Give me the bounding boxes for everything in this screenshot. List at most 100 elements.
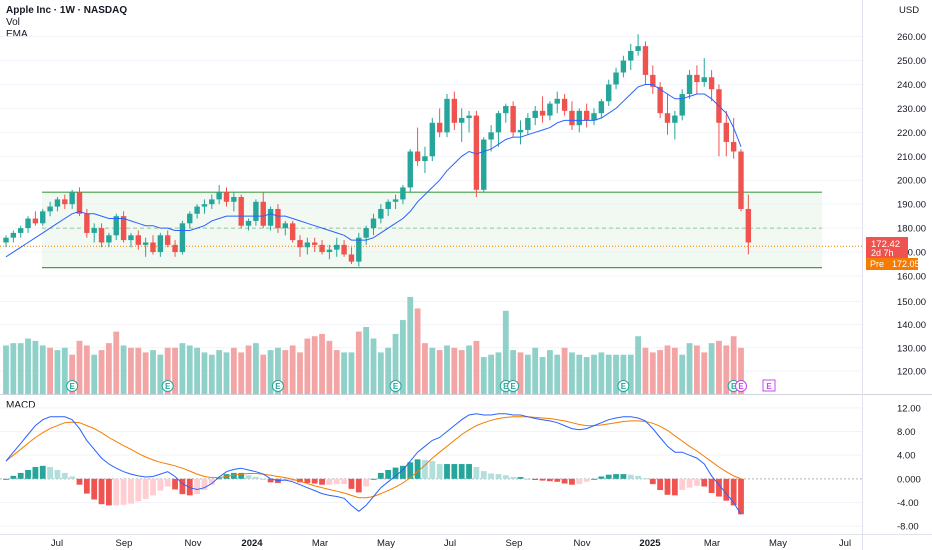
macd-histogram-bar bbox=[422, 459, 428, 479]
candle-body bbox=[10, 232, 17, 238]
volume-bar bbox=[591, 354, 597, 394]
volume-bar bbox=[10, 343, 17, 394]
macd-histogram-bar bbox=[377, 472, 384, 479]
macd-histogram-bar bbox=[635, 475, 641, 479]
premarket-tag: Pre 172.05 bbox=[866, 258, 920, 270]
volume-bar bbox=[113, 331, 120, 394]
time-tick-label: Jul bbox=[444, 538, 456, 549]
macd-histogram-bar bbox=[730, 478, 737, 506]
candle-body bbox=[275, 208, 281, 229]
pre-value-bg bbox=[890, 258, 918, 270]
volume-bar bbox=[488, 354, 494, 394]
volume-bar bbox=[583, 357, 590, 394]
candle-body bbox=[488, 132, 494, 140]
macd-histogram-bar bbox=[172, 478, 178, 490]
candle-body bbox=[385, 201, 391, 209]
candle-body bbox=[194, 206, 200, 214]
volume-bar bbox=[282, 350, 289, 394]
volume-bar bbox=[128, 347, 134, 394]
time-tick-label: Sep bbox=[506, 538, 523, 549]
time-tick-label: 2024 bbox=[241, 538, 263, 549]
ema-indicator-label[interactable]: EMA bbox=[6, 29, 28, 40]
volume-bar bbox=[311, 336, 318, 394]
macd-histogram-bar bbox=[642, 478, 649, 480]
time-tick-label: Mar bbox=[704, 538, 720, 549]
macd-histogram-bar bbox=[547, 478, 553, 482]
macd-histogram-bar bbox=[738, 478, 744, 515]
candle-body bbox=[400, 187, 406, 200]
macd-histogram-bar bbox=[230, 472, 237, 479]
macd-histogram-bar bbox=[348, 478, 355, 489]
volume-bar bbox=[701, 352, 708, 394]
candle-body bbox=[348, 254, 355, 262]
volume-indicator-label[interactable]: Vol bbox=[6, 17, 20, 28]
candle-body bbox=[62, 199, 68, 205]
volume-bar bbox=[326, 340, 333, 394]
macd-histogram-bar bbox=[47, 467, 53, 479]
volume-bar bbox=[25, 338, 31, 394]
earnings-letter: E bbox=[621, 382, 627, 391]
candle-body bbox=[282, 223, 288, 229]
candle-body bbox=[672, 115, 678, 123]
candle-body bbox=[128, 235, 134, 241]
volume-tick-label: 150.00 bbox=[897, 297, 926, 308]
candle-body bbox=[444, 98, 450, 133]
candle-body bbox=[730, 141, 737, 152]
volume-bar bbox=[157, 354, 164, 394]
candle-body bbox=[569, 110, 575, 126]
candle-body bbox=[650, 74, 656, 87]
volume-bar bbox=[730, 336, 737, 394]
volume-bar bbox=[61, 347, 68, 394]
macd-histogram-bar bbox=[142, 478, 149, 499]
macd-histogram-bar bbox=[3, 478, 9, 480]
candle-body bbox=[106, 235, 112, 243]
macd-histogram-bar bbox=[106, 478, 112, 506]
candle-body bbox=[289, 223, 296, 241]
candle-body bbox=[459, 117, 465, 123]
volume-bar bbox=[275, 347, 281, 394]
price-tick-label: 210.00 bbox=[897, 152, 926, 163]
macd-histogram-bar bbox=[569, 478, 575, 485]
macd-histogram-bar bbox=[679, 478, 686, 491]
volume-bar bbox=[304, 338, 311, 394]
price-tick-label: 220.00 bbox=[897, 128, 926, 139]
macd-indicator-label[interactable]: MACD bbox=[6, 400, 36, 411]
candle-body bbox=[525, 117, 531, 130]
volume-bar bbox=[348, 352, 355, 394]
candle-body bbox=[334, 244, 340, 250]
macd-histogram-bar bbox=[686, 478, 693, 488]
macd-histogram-bar bbox=[583, 478, 590, 482]
volume-bar bbox=[539, 357, 546, 394]
price-tag-value: 172.42 bbox=[871, 239, 900, 250]
symbol-title[interactable]: Apple Inc · 1W · NASDAQ bbox=[6, 5, 128, 16]
volume-bar bbox=[32, 340, 39, 394]
price-tick-label: 240.00 bbox=[897, 80, 926, 91]
macd-histogram-bar bbox=[451, 464, 458, 479]
macd-histogram-bar bbox=[216, 478, 223, 480]
macd-histogram-bar bbox=[311, 478, 318, 484]
candle-body bbox=[414, 151, 421, 162]
candle-body bbox=[583, 110, 590, 121]
time-tick-label: Mar bbox=[312, 538, 328, 549]
volume-bar bbox=[208, 354, 215, 394]
candle-body bbox=[319, 244, 325, 253]
price-tag: 172.42 2d 7h bbox=[866, 237, 908, 258]
macd-histogram-bar bbox=[289, 478, 296, 482]
earnings-marker: E bbox=[507, 380, 520, 392]
earnings-letter: E bbox=[69, 382, 75, 391]
macd-histogram-bar bbox=[297, 478, 303, 483]
macd-histogram-bar bbox=[444, 464, 450, 479]
candle-body bbox=[561, 98, 568, 111]
earnings-letter: E bbox=[510, 382, 516, 391]
volume-bar bbox=[671, 347, 678, 394]
macd-histogram-bar bbox=[649, 478, 656, 485]
candle-body bbox=[620, 60, 627, 73]
time-tick-label: Jul bbox=[51, 538, 63, 549]
macd-tick-label: -4.00 bbox=[897, 498, 919, 509]
candle-body bbox=[216, 192, 222, 200]
earnings-letter: E bbox=[393, 382, 399, 391]
candle-body bbox=[76, 192, 83, 214]
volume-bar bbox=[495, 352, 502, 394]
